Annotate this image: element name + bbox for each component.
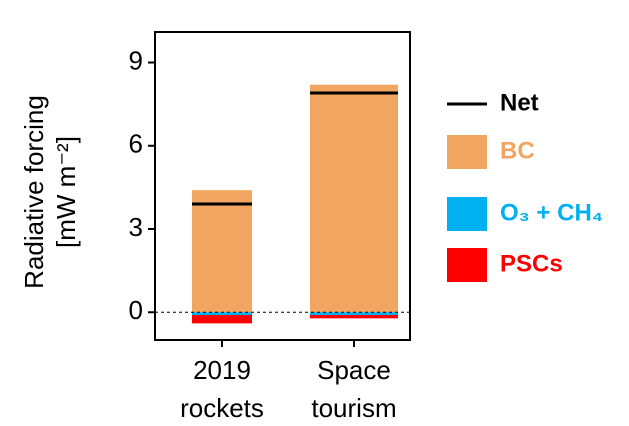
x-tick-label: Space [317,355,391,385]
bar-segment [192,315,252,324]
legend-label: PSCs [500,250,563,277]
legend-swatch [447,197,487,231]
x-tick-label: 2019 [193,355,251,385]
y-axis-label: Radiative forcing [19,95,49,289]
bar-segment [192,190,252,313]
bar-segment [310,84,398,313]
plot-frame [154,31,411,341]
legend-swatch [447,248,487,282]
y-tick-label: 6 [129,129,143,159]
bar-segment [310,312,398,316]
x-tick-label: rockets [180,393,264,423]
y-tick-label: 9 [129,45,143,75]
legend-label: O₃ + CH₄ [500,199,603,226]
legend-swatch [447,135,487,169]
legend-label: BC [500,137,535,164]
y-tick-label: 3 [129,212,143,242]
y-tick-label: 0 [129,295,143,325]
legend-label: Net [500,89,539,116]
y-axis-label: [mW m⁻²] [51,136,81,248]
bar-segment [310,315,398,319]
bar-segment [192,312,252,316]
x-tick-label: tourism [311,393,396,423]
